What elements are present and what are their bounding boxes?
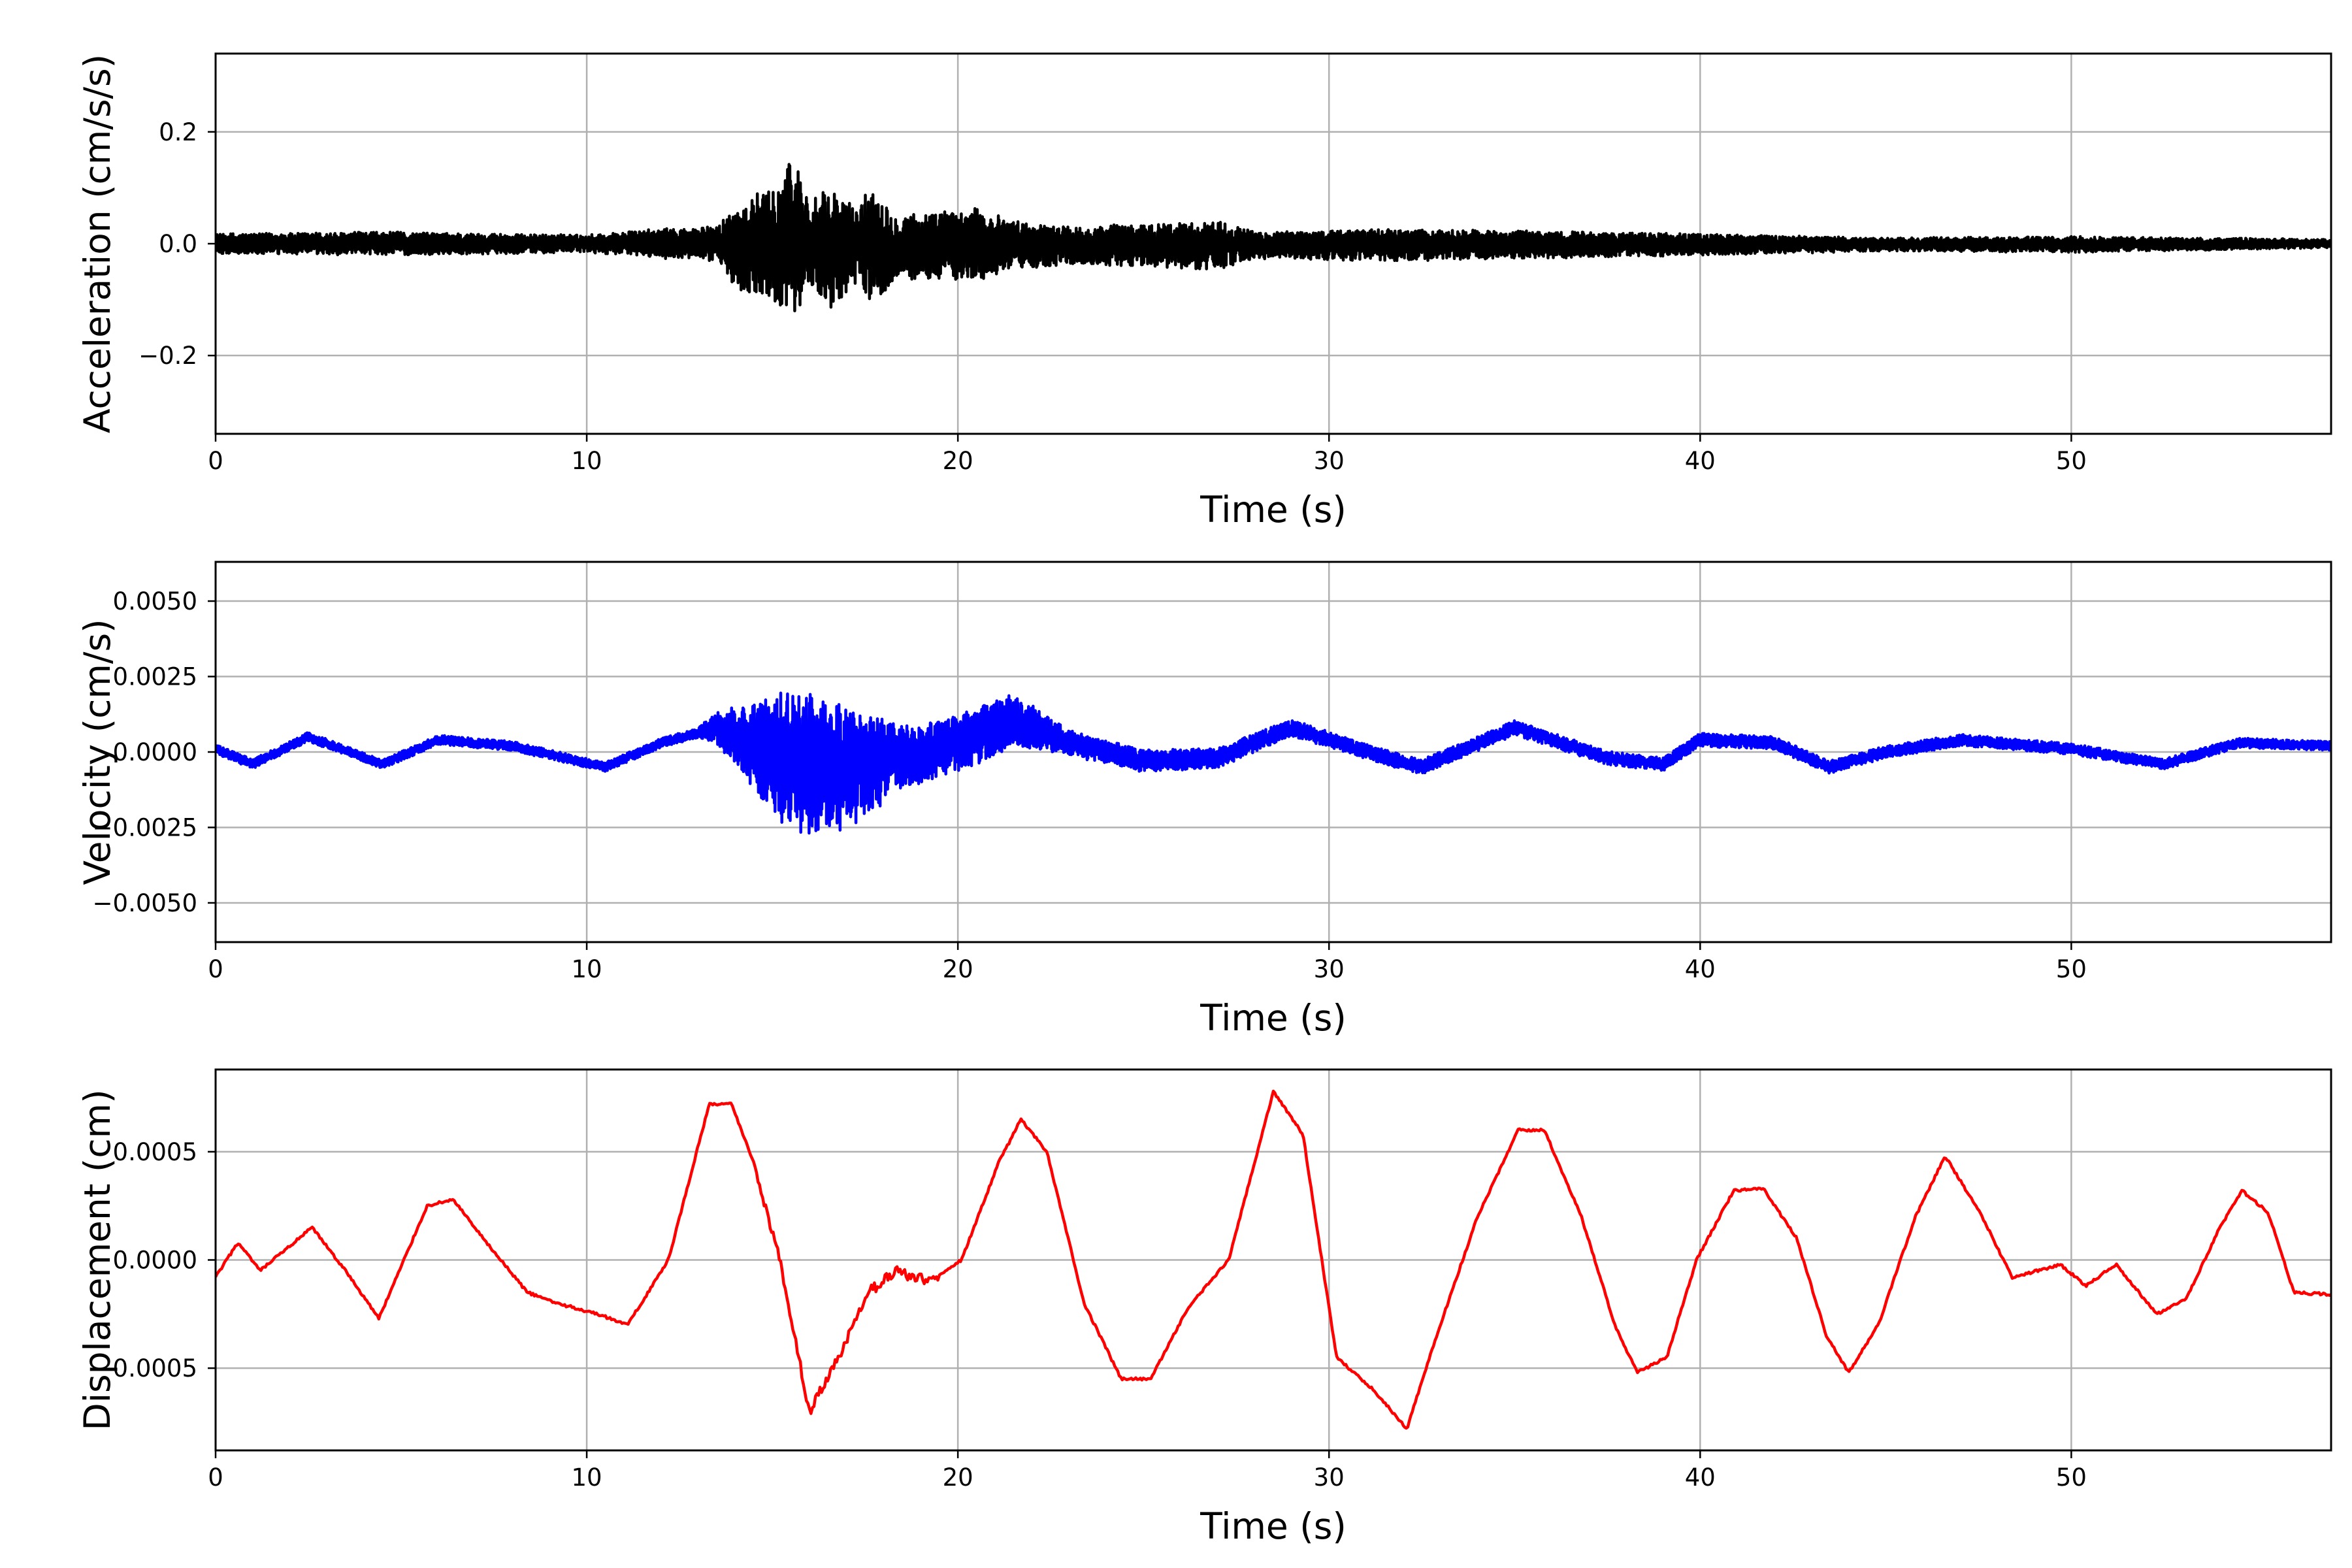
acceleration-yaxis-label: Acceleration (cm/s/s) xyxy=(76,54,118,433)
acceleration-panel: 0 10 20 30 40 50 −0.2 0.0 0.2 Time (s) Acceleratio… xyxy=(76,52,2332,531)
displacement-panel: 0 10 20 30 40 50 −0.0005 0.0000 0.0005 Time (s) Di… xyxy=(76,1068,2332,1547)
displacement-xtick-label: 50 xyxy=(2056,1463,2087,1492)
displacement-ytick-label: 0.0000 xyxy=(113,1247,197,1275)
acceleration-series-line xyxy=(216,163,2331,313)
displacement-xtick-label: 0 xyxy=(208,1463,223,1492)
displacement-xaxis-label: Time (s) xyxy=(1200,1505,1347,1547)
displacement-ytick-label: 0.0005 xyxy=(113,1138,197,1166)
velocity-ytick-label: −0.0025 xyxy=(93,813,197,841)
velocity-yaxis-label: Velocity (cm/s) xyxy=(76,619,118,885)
displacement-xtick-label: 10 xyxy=(572,1463,602,1492)
velocity-xtick-label: 40 xyxy=(1685,955,1716,983)
displacement-ytick-label: −0.0005 xyxy=(93,1354,197,1382)
velocity-ytick-label: 0.0025 xyxy=(113,663,197,691)
acceleration-ytick-label: 0.0 xyxy=(159,230,197,258)
acceleration-xtick-label: 30 xyxy=(1314,447,1345,475)
velocity-series-line xyxy=(216,691,2331,835)
acceleration-ytick-label: 0.2 xyxy=(159,118,197,146)
velocity-xtick-label: 10 xyxy=(572,955,602,983)
displacement-xtick-label: 30 xyxy=(1314,1463,1345,1492)
acceleration-xtick-label: 40 xyxy=(1685,447,1716,475)
acceleration-ytick-label: −0.2 xyxy=(139,342,197,370)
velocity-xtick-label: 20 xyxy=(943,955,973,983)
acceleration-xtick-label: 10 xyxy=(572,447,602,475)
acceleration-xtick-label: 20 xyxy=(943,447,973,475)
displacement-xtick-label: 40 xyxy=(1685,1463,1716,1492)
velocity-ytick-label: 0.0050 xyxy=(113,587,197,615)
acceleration-xtick-label: 0 xyxy=(208,447,223,475)
velocity-ytick-label: 0.0000 xyxy=(113,738,197,766)
velocity-panel: 0 10 20 30 40 50 −0.0050 −0.0025 0.0000 0.0025 0.0… xyxy=(76,561,2332,1039)
velocity-xtick-label: 0 xyxy=(208,955,223,983)
velocity-xaxis-label: Time (s) xyxy=(1200,997,1347,1039)
acceleration-xtick-label: 50 xyxy=(2056,447,2087,475)
displacement-yaxis-label: Displacement (cm) xyxy=(76,1089,118,1430)
displacement-series-line xyxy=(216,1089,2331,1430)
velocity-xtick-label: 30 xyxy=(1314,955,1345,983)
acceleration-xaxis-label: Time (s) xyxy=(1200,489,1347,531)
velocity-xtick-label: 50 xyxy=(2056,955,2087,983)
velocity-ytick-label: −0.0050 xyxy=(93,889,197,917)
displacement-xtick-label: 20 xyxy=(943,1463,973,1492)
